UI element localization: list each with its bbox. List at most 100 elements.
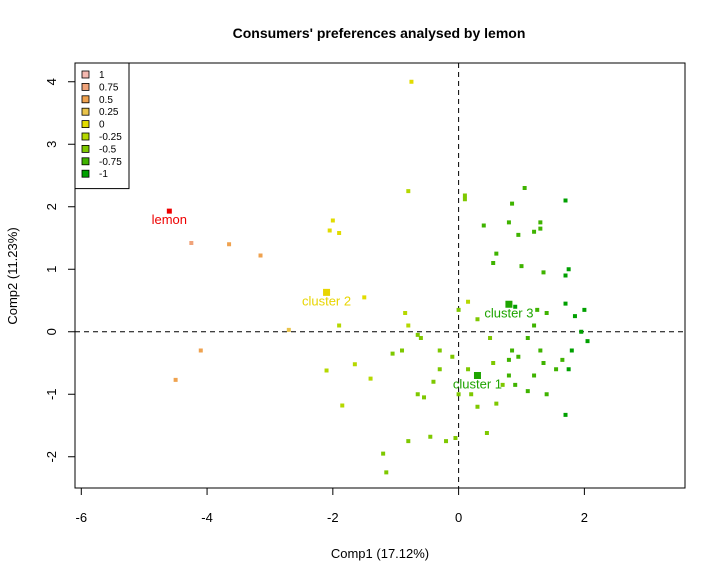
consumer-point bbox=[538, 226, 543, 231]
legend-swatch bbox=[81, 132, 90, 141]
consumer-point bbox=[198, 348, 203, 353]
consumer-point bbox=[415, 392, 420, 397]
legend-swatch bbox=[81, 70, 90, 79]
consumer-point bbox=[337, 323, 342, 328]
consumer-point bbox=[516, 354, 521, 359]
consumer-point bbox=[516, 232, 521, 237]
consumer-point bbox=[189, 241, 194, 245]
y-axis: -2 -1 0 1 2 3 4 bbox=[44, 78, 76, 463]
consumer-point bbox=[327, 228, 332, 233]
legend-swatch bbox=[81, 95, 90, 104]
consumer-point bbox=[544, 311, 549, 315]
legend-label: -0.25 bbox=[99, 132, 122, 143]
consumer-point bbox=[340, 403, 345, 408]
consumer-point bbox=[500, 382, 505, 387]
consumer-point bbox=[491, 361, 496, 365]
consumer-point bbox=[566, 267, 571, 272]
consumer-point bbox=[466, 299, 471, 304]
consumer-point bbox=[362, 295, 367, 300]
consumer-point bbox=[403, 311, 408, 315]
consumer-point bbox=[572, 314, 577, 319]
consumer-point bbox=[532, 373, 537, 378]
legend-label: 0.75 bbox=[99, 82, 119, 93]
consumer-point bbox=[381, 451, 386, 456]
consumer-point bbox=[506, 357, 511, 362]
consumer-point bbox=[456, 307, 461, 312]
consumer-point bbox=[173, 377, 178, 382]
legend: 10.75 0.50.25 0-0.25-0.5 -0.75-1 bbox=[74, 62, 130, 190]
consumer-point bbox=[506, 220, 511, 225]
x-tick-label: 2 bbox=[581, 510, 588, 525]
y-tick-label: 2 bbox=[44, 203, 59, 210]
consumer-point bbox=[582, 307, 587, 312]
legend-label: 0 bbox=[99, 120, 105, 131]
consumer-point bbox=[475, 317, 480, 322]
consumer-point bbox=[569, 348, 574, 353]
x-tick-label: 0 bbox=[455, 510, 462, 525]
cluster-marker bbox=[505, 300, 513, 308]
consumer-point bbox=[456, 392, 461, 397]
consumer-point bbox=[513, 304, 518, 309]
consumer-point bbox=[286, 327, 291, 332]
consumer-point bbox=[484, 431, 489, 435]
consumer-point bbox=[491, 261, 496, 265]
consumer-point bbox=[390, 351, 395, 356]
consumer-point bbox=[324, 368, 329, 373]
consumer-point bbox=[494, 251, 499, 256]
product-marker bbox=[166, 208, 172, 214]
consumer-point bbox=[563, 273, 568, 278]
consumer-point bbox=[538, 348, 543, 353]
x-tick-label: -2 bbox=[327, 510, 339, 525]
highlight-markers: lemon cluster 2 cluster 3 cluster 1 bbox=[152, 208, 533, 392]
consumer-point bbox=[522, 186, 527, 190]
y-tick-label: 4 bbox=[44, 78, 59, 85]
consumer-point bbox=[450, 354, 455, 359]
consumer-point bbox=[466, 367, 471, 372]
consumer-point bbox=[585, 339, 590, 344]
consumer-point bbox=[525, 336, 530, 340]
consumer-point bbox=[506, 373, 511, 378]
consumer-point bbox=[258, 253, 263, 258]
consumer-point bbox=[406, 323, 411, 328]
consumer-point bbox=[560, 357, 565, 362]
cluster-label: cluster 2 bbox=[302, 293, 351, 308]
consumer-point bbox=[563, 412, 568, 417]
consumer-point bbox=[563, 301, 568, 306]
consumer-point bbox=[444, 439, 449, 444]
product-label: lemon bbox=[152, 212, 187, 227]
consumer-point bbox=[437, 367, 442, 372]
consumer-point bbox=[418, 336, 423, 340]
y-tick-label: -2 bbox=[44, 451, 59, 463]
legend-label: 0.5 bbox=[99, 95, 113, 106]
cluster-marker bbox=[473, 372, 481, 379]
consumer-point bbox=[519, 264, 524, 269]
consumer-point bbox=[462, 193, 467, 198]
y-tick-label: -1 bbox=[44, 388, 59, 400]
consumer-point bbox=[541, 361, 546, 365]
plot-frame bbox=[74, 62, 686, 489]
cluster-label: cluster 1 bbox=[453, 377, 502, 392]
consumer-point bbox=[428, 434, 433, 439]
legend-swatch bbox=[81, 83, 90, 91]
consumer-point bbox=[563, 198, 568, 203]
consumer-point bbox=[532, 229, 537, 234]
consumer-point bbox=[406, 439, 411, 444]
consumer-point bbox=[494, 401, 499, 406]
consumer-point bbox=[330, 218, 335, 223]
y-axis-label: Comp2 (11.23%) bbox=[5, 227, 20, 324]
consumer-point bbox=[400, 348, 405, 353]
consumer-point bbox=[409, 79, 414, 84]
consumer-point bbox=[566, 367, 571, 372]
consumer-point bbox=[368, 376, 373, 381]
consumer-point bbox=[415, 332, 420, 337]
consumer-point bbox=[406, 189, 411, 194]
x-tick-label: -4 bbox=[201, 510, 213, 525]
consumer-point bbox=[475, 404, 480, 409]
legend-swatch bbox=[81, 107, 90, 116]
legend-label: -1 bbox=[99, 169, 108, 180]
reference-lines bbox=[75, 63, 685, 488]
consumer-point bbox=[579, 329, 584, 334]
consumer-point bbox=[469, 392, 474, 397]
consumer-point bbox=[541, 270, 546, 275]
consumer-point bbox=[510, 348, 515, 353]
